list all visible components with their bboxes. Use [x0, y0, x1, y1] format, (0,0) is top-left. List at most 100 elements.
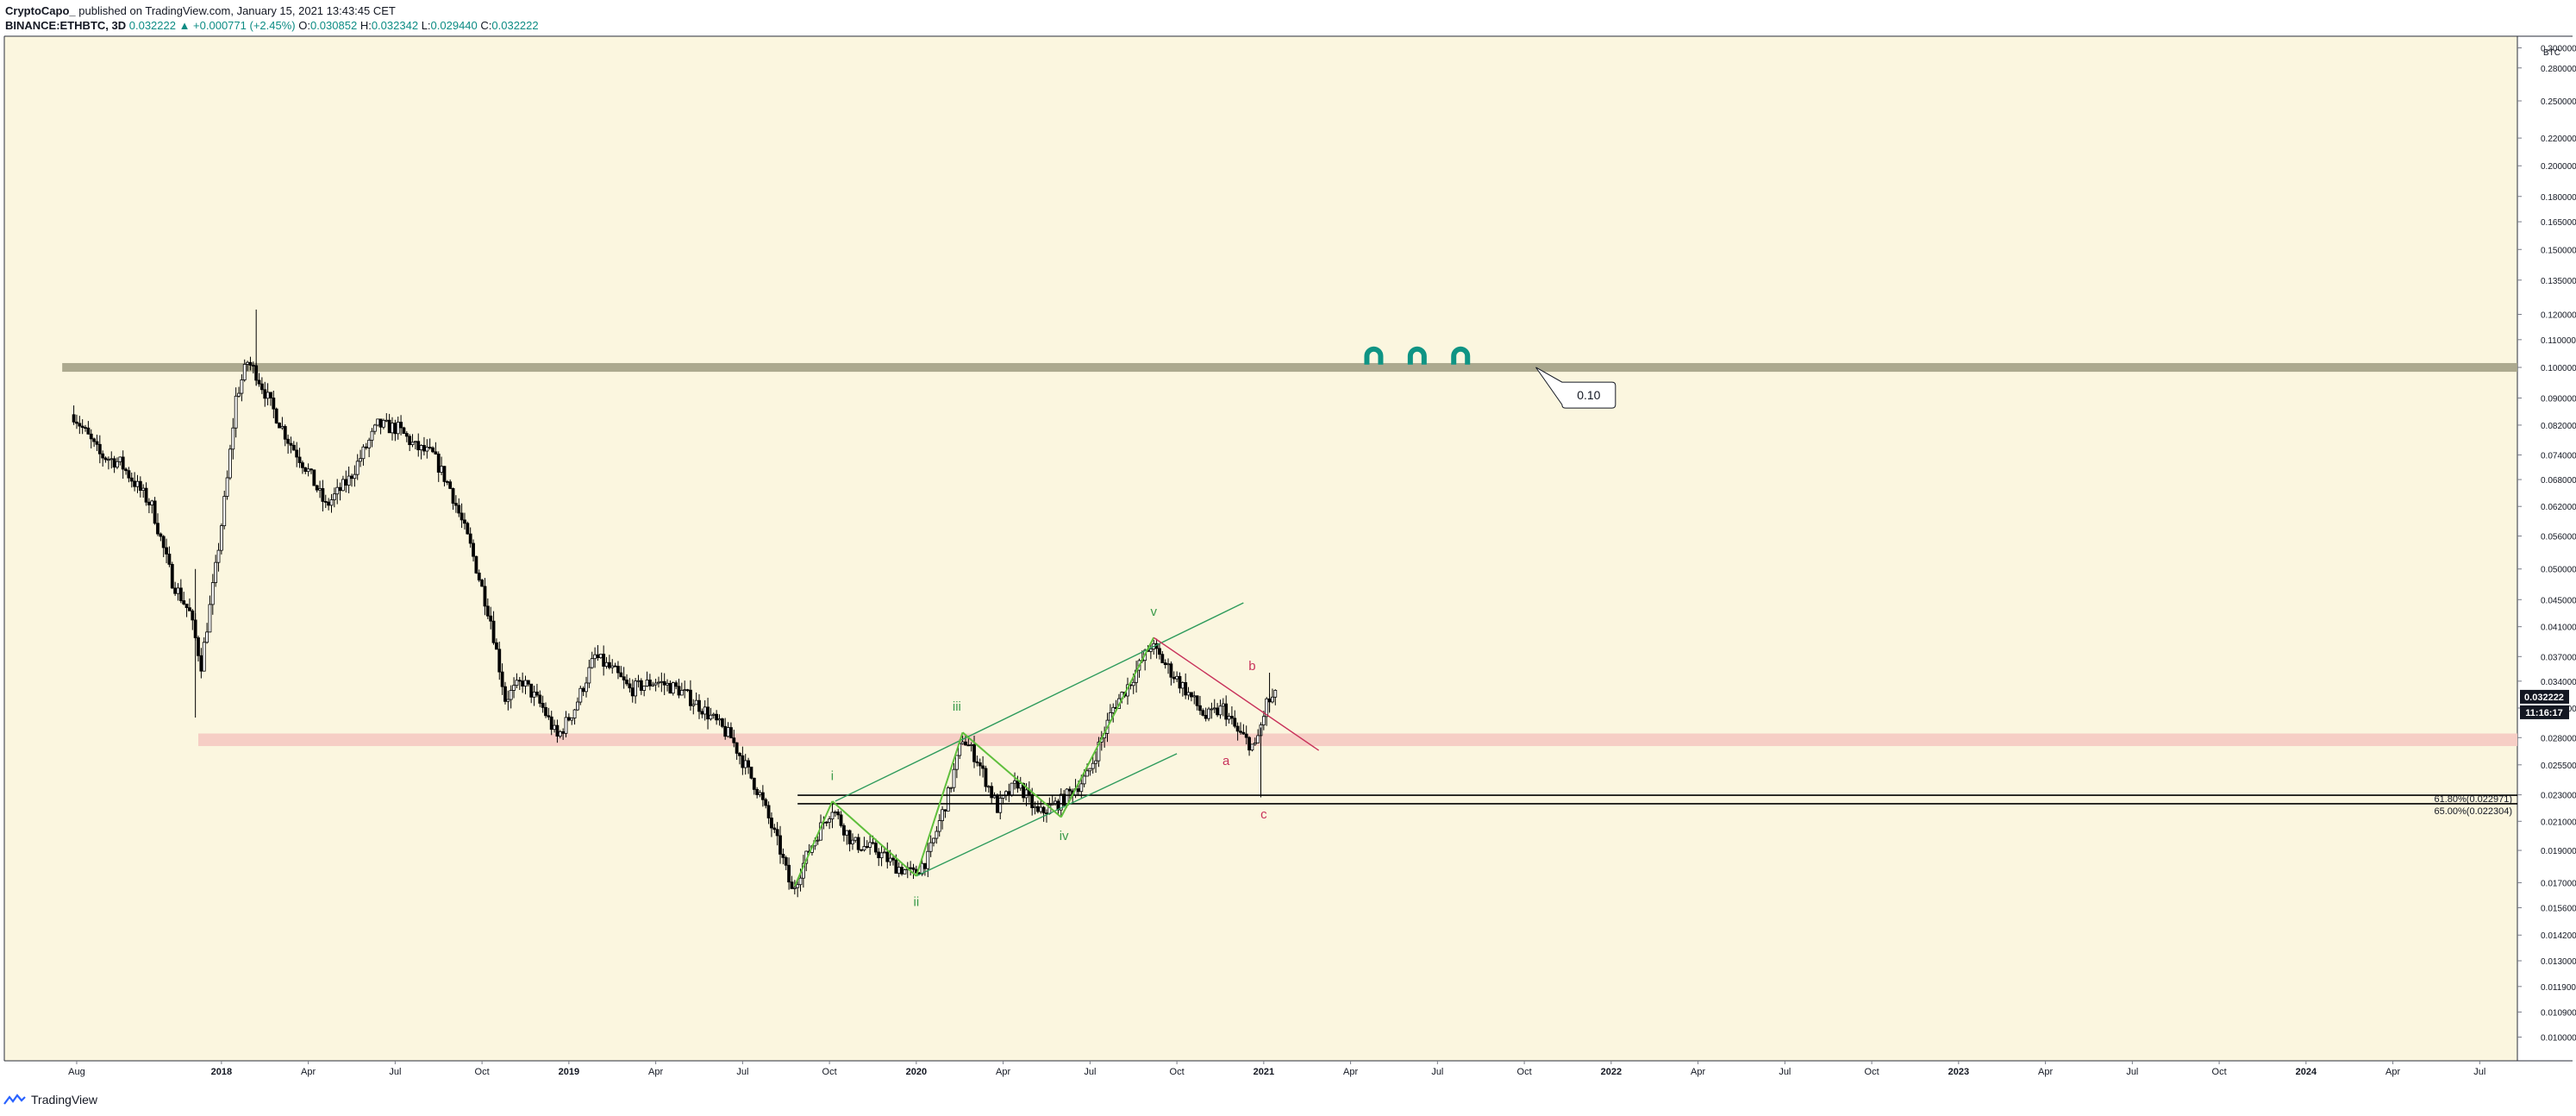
- candle-body: [778, 835, 782, 855]
- candle-body: [1271, 696, 1274, 703]
- low-value: 0.029440: [430, 19, 478, 32]
- candle-body: [182, 600, 186, 605]
- price-axis-label: 0.025500: [2541, 762, 2576, 771]
- candle-body: [216, 549, 221, 563]
- candle-body: [1033, 806, 1037, 809]
- candle-body: [926, 850, 930, 869]
- close-value: 0.032222: [491, 19, 539, 32]
- candle-body: [553, 724, 556, 730]
- time-axis-label: Jul: [736, 1067, 748, 1077]
- candle-body: [770, 818, 773, 829]
- candle-body: [184, 603, 189, 609]
- candle-body: [95, 441, 99, 445]
- time-axis-label: Jul: [1431, 1067, 1443, 1077]
- candle-body: [291, 444, 296, 451]
- symbol-label[interactable]: BINANCE:ETHBTC, 3D: [5, 19, 127, 32]
- candle-body: [361, 446, 366, 460]
- candle-body: [347, 475, 351, 486]
- wave-label-i: i: [831, 768, 834, 783]
- candle-body: [269, 392, 272, 398]
- time-axis-label: 2019: [559, 1067, 579, 1077]
- candle-body: [436, 454, 441, 473]
- candle-body: [1148, 649, 1153, 652]
- candle-body: [129, 477, 134, 482]
- candle-body: [480, 580, 485, 587]
- candle-body: [628, 683, 632, 689]
- candle-body: [1172, 676, 1176, 680]
- candle-body: [1041, 806, 1046, 814]
- candle-body: [703, 706, 707, 715]
- candle-body: [159, 533, 163, 537]
- candle-body: [1175, 675, 1179, 680]
- candle-body: [393, 423, 397, 435]
- candle-body: [1235, 725, 1240, 732]
- chart-canvas[interactable]: 61.80%(0.022971)65.00%(0.022304)iiiiiiiv…: [0, 0, 2576, 1087]
- candle-body: [1180, 682, 1185, 689]
- price-axis-label: 0.082000: [2541, 422, 2576, 431]
- author-name[interactable]: CryptoCapo_: [5, 4, 76, 17]
- candle-body: [1239, 730, 1242, 733]
- candle-body: [382, 420, 385, 428]
- wave-line: [915, 732, 964, 877]
- candle-body: [448, 481, 453, 489]
- candle-body: [798, 877, 803, 886]
- candle-body: [529, 683, 534, 698]
- candle-body: [766, 805, 771, 818]
- candle-body: [928, 842, 933, 852]
- time-axis-label: Aug: [68, 1067, 85, 1077]
- candle-body: [981, 765, 985, 769]
- candle-body: [709, 714, 713, 720]
- fib-level-label: 61.80%(0.022971): [2434, 794, 2512, 805]
- candle-body: [385, 419, 389, 422]
- tradingview-branding[interactable]: TradingView: [3, 1088, 97, 1111]
- candle-body: [144, 487, 148, 503]
- candle-body: [101, 453, 105, 459]
- candle-body: [463, 519, 466, 524]
- wave-line: [831, 800, 917, 877]
- candle-body: [228, 448, 232, 479]
- candle-body: [790, 881, 794, 889]
- candle-body: [283, 426, 287, 440]
- candle-body: [602, 653, 606, 667]
- time-axis-label: Apr: [996, 1067, 1010, 1077]
- price-change: 0.032222 ▲ +0.000771 (+2.45%): [128, 19, 296, 32]
- candle-body: [72, 414, 76, 423]
- candle-body: [1016, 781, 1020, 789]
- candle-body: [685, 689, 690, 692]
- candle-body: [170, 563, 174, 589]
- candle-body: [1131, 681, 1135, 687]
- candle-body: [1097, 742, 1101, 762]
- candle-body: [425, 447, 429, 452]
- candle-body: [558, 730, 562, 737]
- candle-body: [1247, 737, 1251, 751]
- price-axis-label: 0.015600: [2541, 905, 2576, 914]
- price-axis-label: 0.021000: [2541, 818, 2576, 827]
- candle-body: [593, 654, 597, 660]
- candle-body: [468, 533, 472, 544]
- candle-body: [937, 820, 941, 832]
- candle-body: [289, 442, 293, 446]
- candle-body: [1192, 695, 1197, 698]
- candle-body: [202, 642, 206, 672]
- candle-body: [653, 682, 658, 686]
- candle-body: [732, 737, 736, 743]
- price-axis-label: 0.150000: [2541, 246, 2576, 255]
- candle-body: [856, 837, 860, 850]
- candle-body: [1186, 692, 1191, 696]
- candle-body: [911, 867, 916, 870]
- candle-body: [173, 587, 178, 594]
- currency-label: BTC: [2543, 48, 2560, 58]
- candle-body: [966, 744, 971, 747]
- chart-header: CryptoCapo_ published on TradingView.com…: [5, 3, 539, 33]
- candle-body: [590, 658, 594, 668]
- time-axis-label: Jul: [1084, 1067, 1096, 1077]
- candle-body: [141, 487, 146, 491]
- candle-body: [1250, 743, 1254, 751]
- fib-level-label: 65.00%(0.022304): [2434, 806, 2512, 817]
- candle-body: [581, 687, 585, 693]
- wave-line: [1060, 636, 1155, 818]
- candle-body: [1010, 782, 1014, 796]
- candle-body: [103, 457, 108, 461]
- candle-body: [440, 466, 444, 473]
- candle-body: [315, 485, 319, 491]
